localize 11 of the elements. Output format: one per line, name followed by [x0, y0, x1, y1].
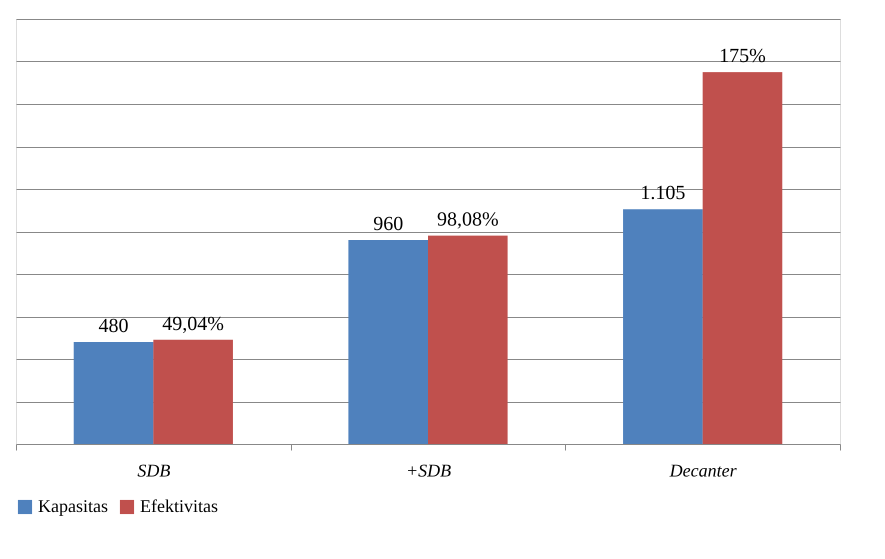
x-tick-label: +SDB [406, 460, 452, 480]
data-label: 1.105 [640, 182, 686, 204]
data-label: 960 [373, 213, 404, 235]
data-label: 49,04% [162, 312, 224, 335]
data-label: 480 [98, 315, 129, 337]
x-tick-label: SDB [137, 460, 170, 480]
legend-label: Efektivitas [140, 496, 218, 516]
x-tick-label: Decanter [668, 460, 738, 480]
data-label: 175% [719, 45, 766, 68]
data-label: 98,08% [436, 208, 499, 231]
legend-label: Kapasitas [38, 496, 108, 516]
